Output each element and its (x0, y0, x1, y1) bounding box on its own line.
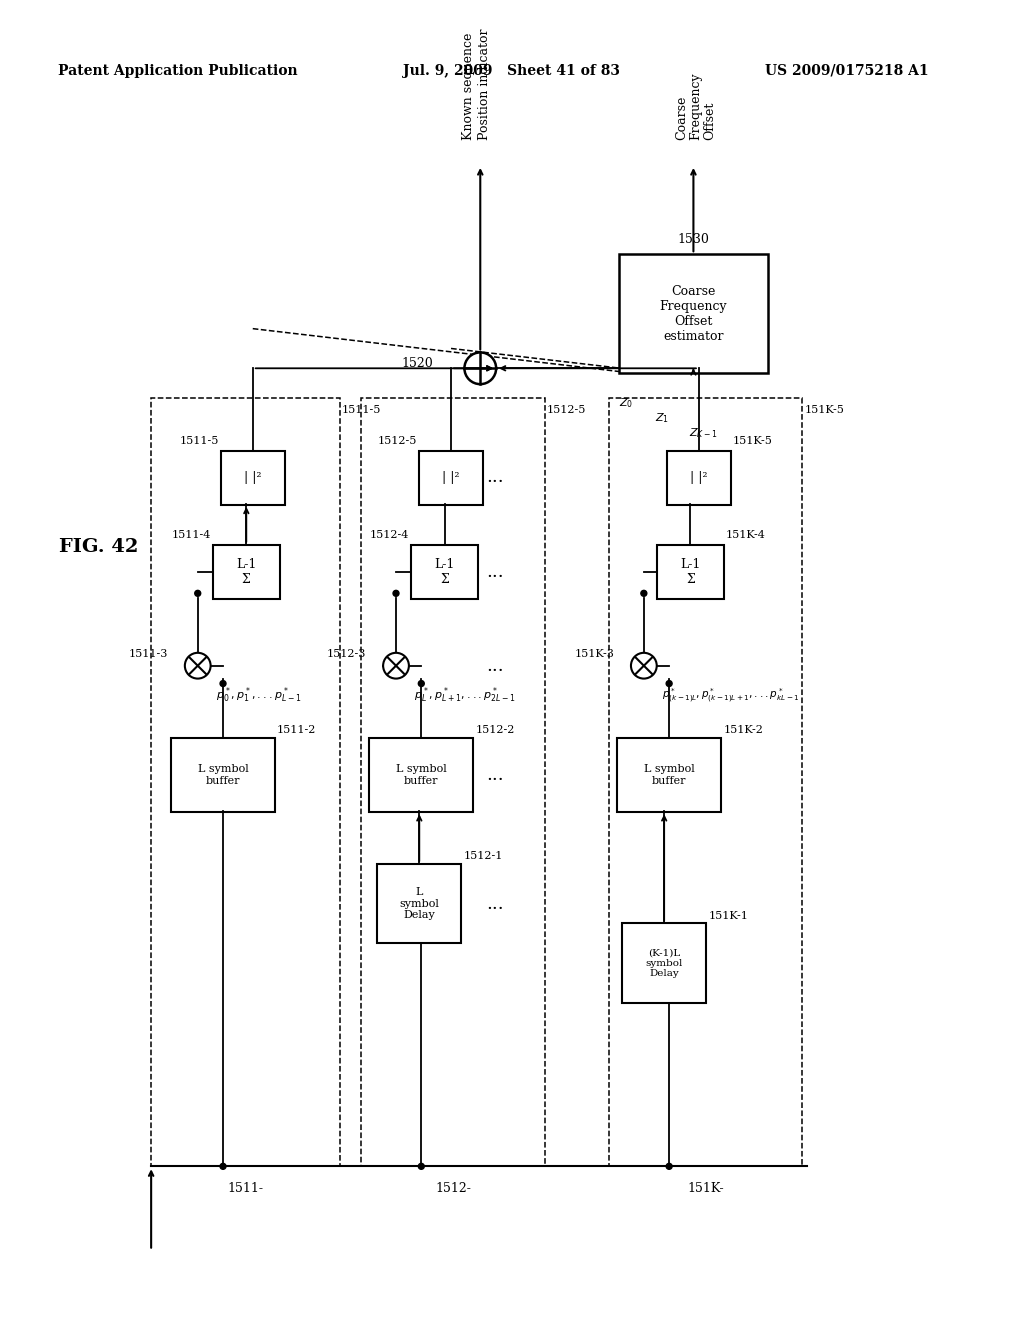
Text: ...: ... (486, 766, 504, 784)
Bar (617, 738, 721, 812)
Text: 1511-5: 1511-5 (341, 405, 381, 414)
Bar (622, 924, 707, 1003)
Text: Offset: Offset (702, 102, 716, 140)
Text: 1511-2: 1511-2 (278, 725, 316, 735)
Text: $Z_0$: $Z_0$ (618, 396, 633, 411)
Circle shape (393, 590, 399, 597)
Text: L-1
Σ: L-1 Σ (434, 557, 455, 586)
Text: ...: ... (486, 895, 504, 912)
Text: 1520: 1520 (401, 356, 433, 370)
Text: 1511-4: 1511-4 (171, 529, 211, 540)
Text: (K-1)L
symbol
Delay: (K-1)L symbol Delay (645, 948, 683, 978)
Text: L symbol
buffer: L symbol buffer (644, 764, 694, 785)
Text: Jul. 9, 2009   Sheet 41 of 83: Jul. 9, 2009 Sheet 41 of 83 (403, 63, 621, 78)
Text: | |²: | |² (442, 471, 460, 484)
Text: | |²: | |² (690, 471, 708, 484)
Text: 151K-5: 151K-5 (805, 405, 845, 414)
Text: 1512-5: 1512-5 (547, 405, 586, 414)
Text: Patent Application Publication: Patent Application Publication (58, 63, 298, 78)
Circle shape (631, 653, 656, 678)
Bar (213, 545, 280, 599)
Circle shape (641, 590, 647, 597)
Text: $Z_{K-1}$: $Z_{K-1}$ (689, 426, 718, 440)
Text: $p_L^*,p_{L+1}^*,...p_{2L-1}^*$: $p_L^*,p_{L+1}^*,...p_{2L-1}^*$ (414, 685, 515, 705)
Text: Known sequence: Known sequence (462, 33, 475, 140)
Text: ...: ... (486, 562, 504, 581)
Text: 1512-3: 1512-3 (327, 649, 367, 659)
Text: 1511-3: 1511-3 (129, 649, 168, 659)
Text: 151K-5: 151K-5 (733, 436, 773, 446)
Text: 151K-3: 151K-3 (574, 649, 614, 659)
Circle shape (220, 1163, 226, 1170)
Text: US 2009/0175218 A1: US 2009/0175218 A1 (765, 63, 929, 78)
Bar (370, 738, 473, 812)
Text: $Z_1$: $Z_1$ (654, 411, 669, 425)
Circle shape (419, 681, 424, 686)
Circle shape (419, 1163, 424, 1170)
Bar (220, 450, 285, 506)
Bar (667, 450, 731, 506)
Text: 1512-4: 1512-4 (370, 529, 409, 540)
Text: 151K-: 151K- (687, 1181, 724, 1195)
Text: ...: ... (486, 469, 504, 486)
Text: $p_0^*,p_1^*,...p_{L-1}^*$: $p_0^*,p_1^*,...p_{L-1}^*$ (216, 685, 301, 705)
Text: 1530: 1530 (678, 232, 710, 246)
Text: Coarse: Coarse (675, 96, 688, 140)
Bar (152, 399, 340, 1167)
Text: | |²: | |² (244, 471, 261, 484)
Bar (419, 450, 483, 506)
Text: 151K-4: 151K-4 (726, 529, 766, 540)
Text: 1512-5: 1512-5 (378, 436, 417, 446)
Text: L
symbol
Delay: L symbol Delay (399, 887, 439, 920)
Text: FIG. 42: FIG. 42 (59, 537, 138, 556)
Text: 151K-2: 151K-2 (723, 725, 763, 735)
Bar (411, 545, 478, 599)
Text: Position indicator: Position indicator (478, 29, 490, 140)
Text: L symbol
buffer: L symbol buffer (198, 764, 249, 785)
Circle shape (667, 1163, 672, 1170)
Text: 1512-: 1512- (435, 1181, 471, 1195)
Bar (377, 865, 462, 944)
Bar (609, 399, 803, 1167)
Text: 1511-: 1511- (227, 1181, 263, 1195)
Circle shape (195, 590, 201, 597)
Text: ...: ... (486, 656, 504, 675)
Text: Coarse
Frequency
Offset
estimator: Coarse Frequency Offset estimator (659, 285, 727, 343)
Circle shape (667, 681, 672, 686)
Bar (171, 738, 275, 812)
Circle shape (220, 681, 226, 686)
Circle shape (185, 653, 211, 678)
Circle shape (383, 653, 409, 678)
Bar (361, 399, 545, 1167)
Text: $p_{(k-1)L}^*,p_{(k-1)L+1}^*,...p_{kL-1}^*$: $p_{(k-1)L}^*,p_{(k-1)L+1}^*,...p_{kL-1}… (662, 686, 799, 705)
Bar (620, 255, 768, 374)
Text: 151K-1: 151K-1 (709, 911, 749, 920)
Text: Frequency: Frequency (689, 73, 701, 140)
Text: L symbol
buffer: L symbol buffer (396, 764, 446, 785)
Text: 1512-2: 1512-2 (475, 725, 515, 735)
Text: 1511-5: 1511-5 (179, 436, 218, 446)
Text: L-1
Σ: L-1 Σ (680, 557, 700, 586)
Text: L-1
Σ: L-1 Σ (237, 557, 256, 586)
Text: 1512-1: 1512-1 (464, 851, 503, 861)
Bar (656, 545, 724, 599)
Circle shape (465, 352, 497, 384)
